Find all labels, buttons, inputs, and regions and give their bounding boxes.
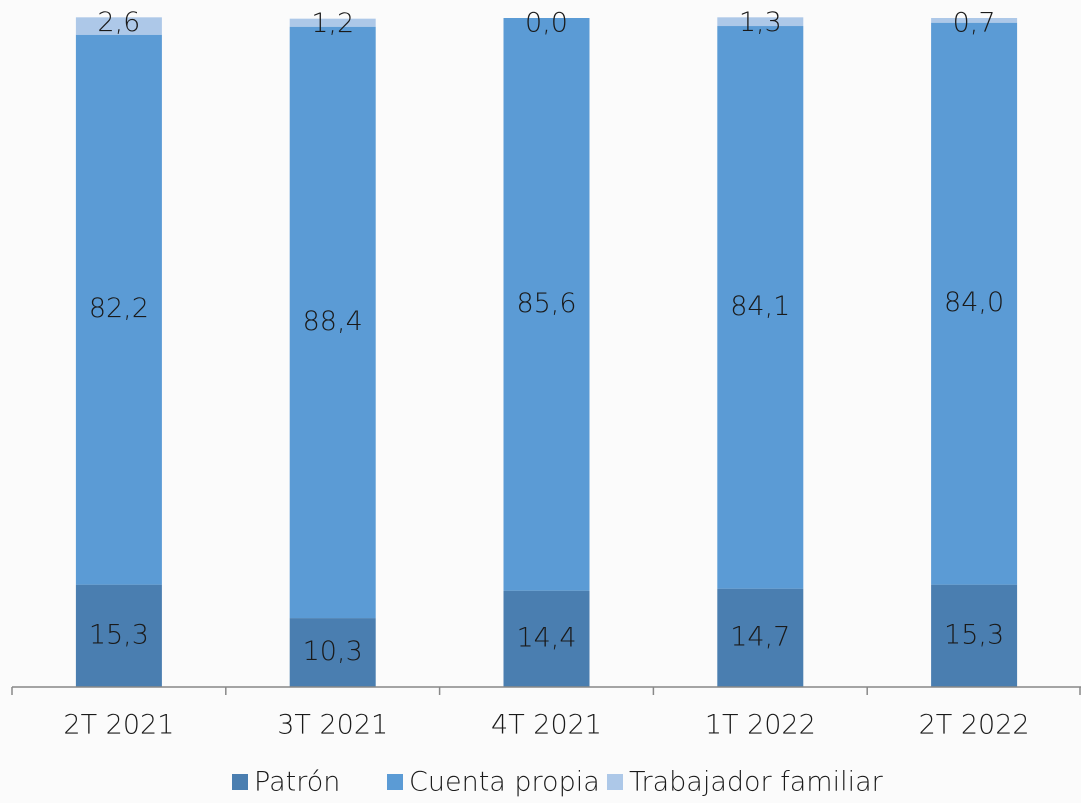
bar-segment — [717, 26, 804, 589]
data-label: 14,7 — [730, 621, 790, 652]
data-label: 15,3 — [89, 619, 149, 650]
bar-segment — [931, 584, 1018, 687]
x-tick-label: 1T 2022 — [705, 710, 816, 741]
bar-segment — [717, 588, 804, 687]
legend-label: Cuenta propia — [409, 767, 600, 798]
data-label: 84,1 — [730, 291, 790, 322]
legend-label: Trabajador familiar — [629, 767, 884, 798]
legend-swatch — [387, 774, 403, 790]
bar-segment — [503, 590, 590, 687]
x-tick-label: 4T 2021 — [491, 710, 602, 741]
bar-segment — [75, 584, 162, 687]
bar-segment — [717, 17, 804, 27]
data-label: 14,4 — [516, 622, 576, 653]
data-label: 1,3 — [739, 7, 782, 38]
bar-segment — [931, 22, 1018, 585]
data-label: 88,4 — [303, 306, 363, 337]
data-label: 1,2 — [311, 8, 354, 39]
x-tick-label: 2T 2022 — [919, 710, 1030, 741]
data-label: 85,6 — [516, 288, 576, 319]
bar-segment — [75, 17, 162, 35]
legend-swatch — [607, 774, 623, 790]
data-label: 10,3 — [303, 636, 363, 667]
x-tick-label: 2T 2021 — [63, 710, 174, 741]
bar-segment — [931, 18, 1018, 23]
x-tick-label: 3T 2021 — [277, 710, 388, 741]
bar-segment — [289, 26, 376, 619]
bar-segment — [289, 618, 376, 687]
data-label: 2,6 — [97, 7, 140, 38]
data-label: 15,3 — [944, 619, 1004, 650]
legend-swatch — [232, 774, 248, 790]
legend-label: Patrón — [254, 767, 340, 798]
data-label: 84,0 — [944, 287, 1004, 318]
bar-segment — [75, 34, 162, 585]
bar-segment — [289, 18, 376, 27]
bar-segment — [503, 18, 590, 591]
data-label: 0,7 — [953, 8, 996, 39]
data-label: 82,2 — [89, 293, 149, 324]
data-label: 0,0 — [525, 8, 568, 39]
